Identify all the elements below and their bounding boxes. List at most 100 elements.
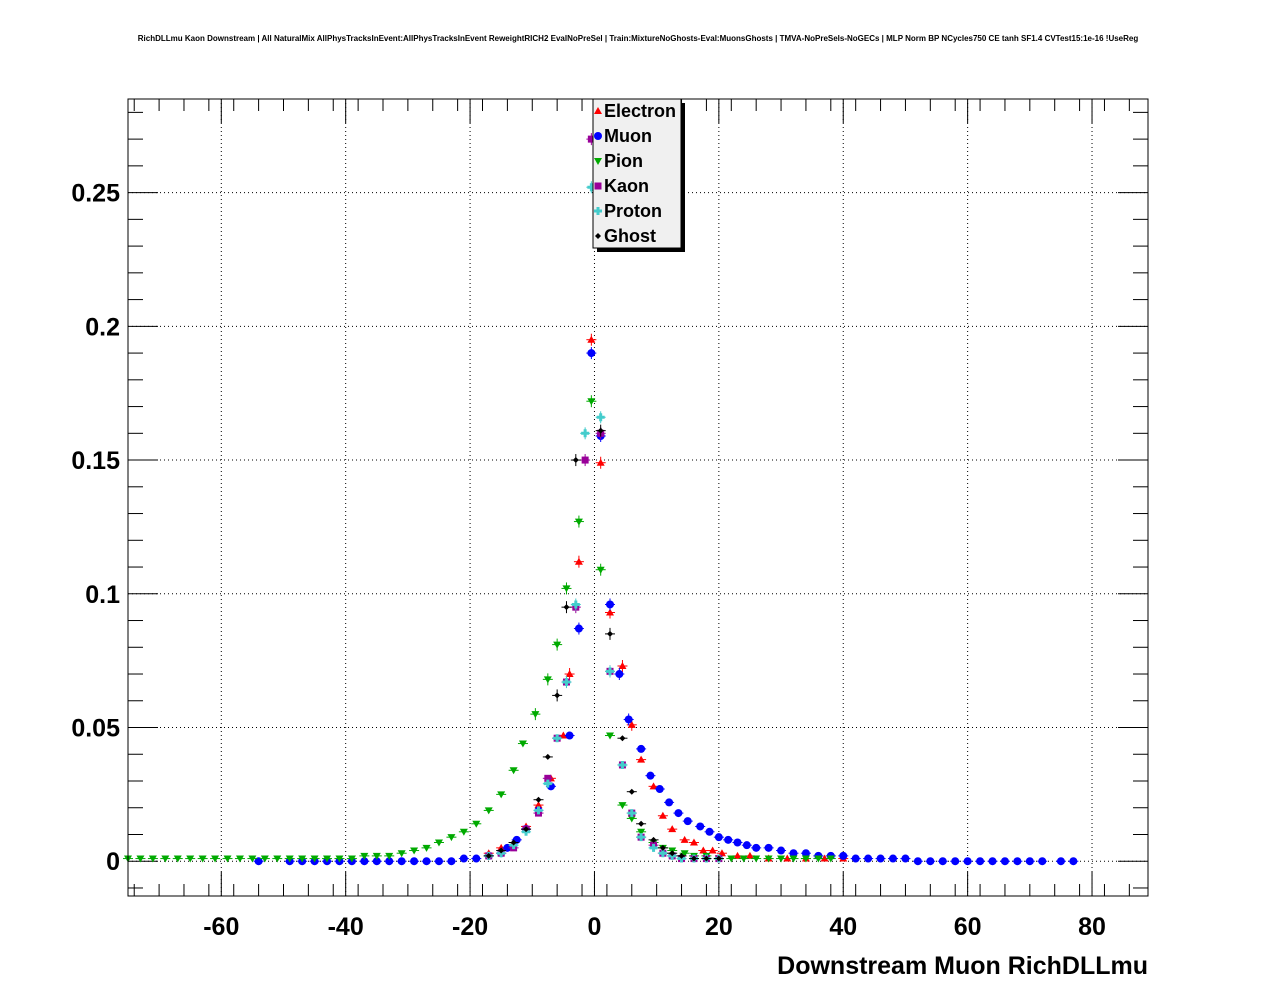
legend-entry-ghost: Ghost <box>595 226 656 246</box>
data-point <box>627 809 636 818</box>
legend-box <box>592 98 682 249</box>
data-point <box>372 857 381 866</box>
data-point <box>559 731 568 739</box>
data-point <box>864 854 873 863</box>
data-point <box>587 349 596 358</box>
data-point <box>587 135 595 143</box>
data-point <box>574 624 583 633</box>
data-point <box>544 753 551 760</box>
tick-labels: -60 -40 -20 0 20 40 60 80 0 0.05 0.1 0.15 0.2 0.25 <box>71 180 1106 941</box>
axis-ticks <box>128 99 1148 896</box>
x-axis-label: Downstream Muon RichDLLmu <box>777 952 1148 980</box>
data-point <box>534 806 543 815</box>
data-point <box>198 855 207 863</box>
data-point <box>1069 857 1078 866</box>
data-point <box>543 676 552 684</box>
data-point <box>285 855 294 863</box>
data-point <box>764 855 773 863</box>
data-point <box>733 851 742 859</box>
data-point <box>587 335 596 343</box>
data-point <box>397 850 406 858</box>
data-point <box>173 855 182 863</box>
y-tick-label: 0 <box>106 848 120 876</box>
data-point <box>680 835 689 843</box>
data-point <box>876 854 885 863</box>
data-point <box>777 855 786 863</box>
data-point <box>913 857 922 866</box>
data-point <box>509 767 518 775</box>
data-point <box>624 715 633 724</box>
data-point <box>801 855 810 863</box>
series-pion <box>123 395 836 863</box>
data-point <box>714 833 723 842</box>
data-point <box>1038 857 1047 866</box>
data-point <box>988 857 997 866</box>
data-point <box>447 834 456 842</box>
data-point <box>696 822 705 831</box>
data-point <box>764 843 773 852</box>
data-point <box>606 732 615 740</box>
y-tick-label: 0.25 <box>71 180 120 208</box>
data-point <box>683 817 692 826</box>
data-point <box>658 849 667 858</box>
data-point <box>260 855 269 863</box>
data-point <box>161 855 170 863</box>
data-point <box>553 734 562 743</box>
data-point <box>410 847 419 855</box>
data-point <box>938 857 947 866</box>
legend-label: Proton <box>604 201 662 221</box>
data-point <box>323 855 332 863</box>
legend-entry-electron: Electron <box>594 101 676 121</box>
data-point <box>637 755 646 763</box>
data-point <box>752 843 761 852</box>
data-point <box>498 847 505 854</box>
data-point <box>523 826 530 833</box>
proton-marker-icon <box>594 207 602 215</box>
data-point <box>518 740 527 748</box>
x-tick-label: -20 <box>452 913 488 941</box>
legend: Electron Muon Pion Kaon Proton Ghost <box>592 98 685 252</box>
data-point <box>565 670 574 678</box>
y-tick-label: 0.15 <box>71 447 120 475</box>
x-tick-label: 0 <box>588 913 602 941</box>
data-point <box>1025 857 1034 866</box>
data-point <box>581 456 589 464</box>
data-point <box>976 857 985 866</box>
data-point <box>385 852 394 860</box>
data-point <box>689 838 698 846</box>
legend-label: Kaon <box>604 176 649 196</box>
data-point <box>410 857 419 866</box>
data-point <box>497 791 506 799</box>
data-point <box>422 857 431 866</box>
data-point <box>752 855 761 863</box>
data-point <box>708 846 717 854</box>
data-point <box>472 854 481 863</box>
data-point <box>422 844 431 852</box>
data-point <box>554 692 561 699</box>
data-point <box>597 427 604 434</box>
data-point <box>581 429 590 438</box>
data-point <box>510 839 517 846</box>
legend-entry-pion: Pion <box>594 151 643 171</box>
data-point <box>618 760 627 769</box>
data-point <box>733 838 742 847</box>
data-point <box>637 744 646 753</box>
data-point <box>727 855 736 863</box>
data-point <box>638 820 645 827</box>
data-point <box>742 841 751 850</box>
series-muon <box>253 347 1079 866</box>
data-point <box>690 855 697 862</box>
data-point <box>596 458 605 466</box>
data-point <box>553 641 562 649</box>
data-point <box>497 843 506 851</box>
x-tick-label: -60 <box>203 913 239 941</box>
x-tick-label: 20 <box>705 913 733 941</box>
data-point <box>901 854 910 863</box>
data-point <box>951 857 960 866</box>
data-point <box>459 828 468 836</box>
data-point <box>659 844 666 851</box>
chart-title: RichDLLmu Kaon Downstream | All NaturalM… <box>137 34 1139 43</box>
data-point <box>360 852 369 860</box>
data-point <box>703 855 710 862</box>
